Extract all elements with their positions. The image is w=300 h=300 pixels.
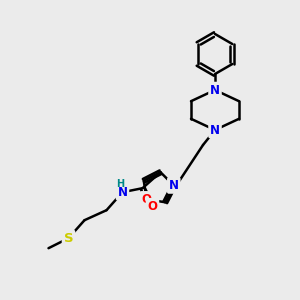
Text: N: N [118,186,128,199]
Text: H: H [116,179,124,189]
Text: O: O [142,193,152,206]
Text: N: N [169,179,179,192]
Text: N: N [210,83,220,97]
Text: O: O [148,200,158,213]
Text: S: S [64,232,73,245]
Text: N: N [210,124,220,136]
